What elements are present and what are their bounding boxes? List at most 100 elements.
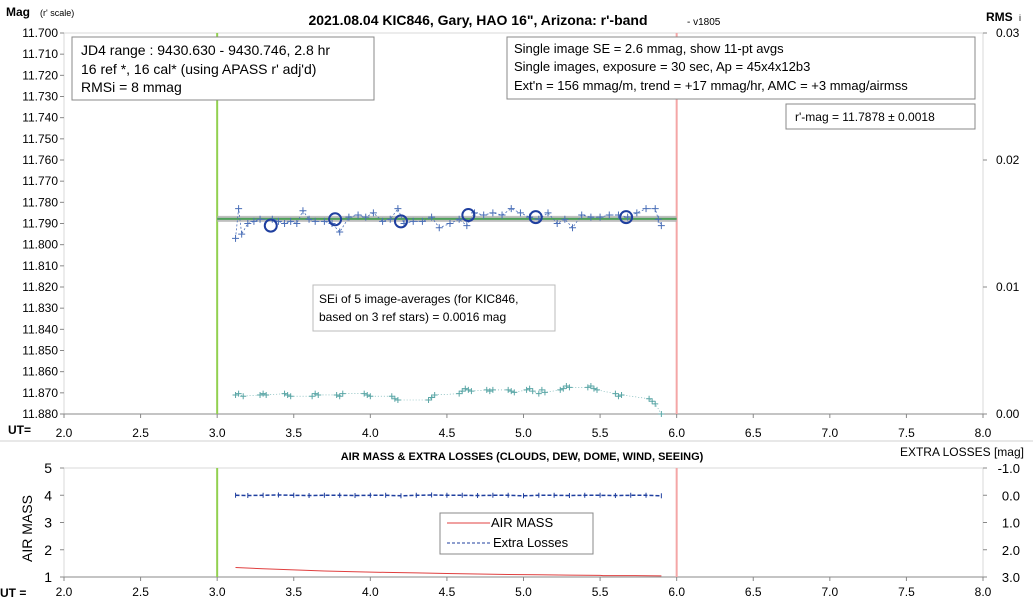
rms-point <box>456 390 463 397</box>
rms-point <box>260 390 267 397</box>
top-x-tick-label: 2.0 <box>56 426 73 440</box>
rms-point <box>615 393 622 400</box>
single-image-point <box>238 230 246 238</box>
rms-point <box>584 384 591 391</box>
sei-box: SEi of 5 image-averages (for KIC846, bas… <box>312 284 556 332</box>
bottom-x-tick-label: 4.5 <box>439 585 456 599</box>
single-image-point <box>418 217 426 225</box>
bottom-x-tick-label: 3.5 <box>285 585 302 599</box>
single-image-point <box>362 213 370 221</box>
rms-point <box>287 393 294 400</box>
single-image-point <box>235 205 243 213</box>
single-image-point <box>409 217 417 225</box>
average-point <box>328 212 343 227</box>
single-image-point <box>428 213 436 221</box>
rms-point <box>364 391 371 398</box>
rms-point <box>587 383 594 390</box>
rms-point <box>468 388 475 395</box>
single-image-point <box>507 205 515 213</box>
single-image-point <box>446 220 454 227</box>
rms-point <box>483 386 490 393</box>
rms-point <box>388 393 395 400</box>
single-image-point <box>369 209 377 217</box>
rms-point <box>361 390 368 397</box>
single-image-point <box>379 217 387 225</box>
rms-point <box>284 391 291 398</box>
rms-point <box>590 385 597 392</box>
top-y-tick-label: 11.800 <box>22 238 58 252</box>
top-x-tick-label: 3.0 <box>209 426 226 440</box>
rms-point <box>486 388 493 395</box>
rms-point <box>462 385 469 392</box>
extra-losses-line <box>235 494 662 497</box>
bottom-x-tick-label: 7.0 <box>821 585 838 599</box>
top-y2-tick-label: 0.03 <box>996 26 1020 40</box>
rms-point <box>511 389 518 396</box>
top-x-tick-label: 7.0 <box>821 426 838 440</box>
single-image-point <box>489 209 497 217</box>
y-axis-label: Mag <box>6 5 30 19</box>
single-image-point <box>293 220 301 227</box>
top-y-tick-label: 11.790 <box>22 217 58 231</box>
rms-point <box>560 385 567 392</box>
top-x-tick-label: 7.5 <box>898 426 915 440</box>
rms-point <box>557 386 564 393</box>
single-image-point <box>624 213 632 221</box>
single-image-point <box>578 211 586 219</box>
rms-point <box>240 393 247 400</box>
single-image-point <box>250 217 258 225</box>
rms-point <box>333 391 340 398</box>
bottom-x-tick-label: 6.0 <box>668 585 685 599</box>
bottom-legend: AIR MASS Extra Losses <box>439 512 594 555</box>
bottom-chart-title: AIR MASS & EXTRA LOSSES (CLOUDS, DEW, DO… <box>341 451 704 463</box>
bottom-x-tick-label: 6.5 <box>745 585 762 599</box>
single-image-point <box>657 222 665 230</box>
rms-point <box>563 383 570 390</box>
single-image-point <box>654 215 662 223</box>
rms-point <box>425 397 432 404</box>
rms-point <box>312 390 319 397</box>
top-y2-tick-label: 0.00 <box>996 407 1020 421</box>
rms-point <box>428 394 435 401</box>
rms-point <box>431 391 438 398</box>
top-x-tick-label: 3.5 <box>285 426 302 440</box>
single-image-point <box>463 222 471 230</box>
single-image-point <box>345 213 353 221</box>
top-x-tick-label: 6.0 <box>668 426 685 440</box>
single-image-point <box>596 213 604 221</box>
rms-point <box>263 391 270 398</box>
top-x-tick-label: 5.5 <box>592 426 609 440</box>
y2-axis-label-sub: i <box>1019 13 1021 23</box>
single-image-point <box>281 220 289 227</box>
single-image-point <box>561 215 569 223</box>
rms-point <box>489 386 496 393</box>
bottom-y-tick-label: 5 <box>44 460 52 476</box>
rms-point <box>232 391 239 398</box>
rms-point <box>529 388 536 395</box>
top-y-tick-label: 11.760 <box>22 153 58 167</box>
rms-point <box>508 388 515 395</box>
top-y-tick-label: 11.770 <box>22 174 58 188</box>
top-x-tick-label: 4.0 <box>362 426 379 440</box>
bottom-y-label: AIR MASS <box>19 495 35 562</box>
single-image-point <box>498 211 506 219</box>
top-x-tick-label: 4.5 <box>439 426 456 440</box>
rms-point <box>535 390 542 397</box>
bottom-y2-tick-label: 3.0 <box>1002 570 1020 585</box>
top-x-tick-label: 5.0 <box>515 426 532 440</box>
se-line: Single image SE = 2.6 mmag, show 11-pt a… <box>514 41 784 56</box>
legend-airmass-label: AIR MASS <box>491 515 553 530</box>
rms-point <box>566 384 573 391</box>
rms-point <box>459 388 466 395</box>
bottom-x-tick-label: 5.0 <box>515 585 532 599</box>
rms-point <box>235 390 242 397</box>
single-image-point <box>386 215 394 223</box>
single-image-point <box>336 228 344 236</box>
top-y-tick-label: 11.710 <box>22 47 58 61</box>
top-y-tick-label: 11.820 <box>22 280 58 294</box>
single-image-point <box>320 217 328 225</box>
rms-point <box>652 400 659 407</box>
x-axis-label: UT= <box>8 423 31 437</box>
top-y-tick-label: 11.860 <box>22 365 58 379</box>
rms-point <box>646 395 653 402</box>
